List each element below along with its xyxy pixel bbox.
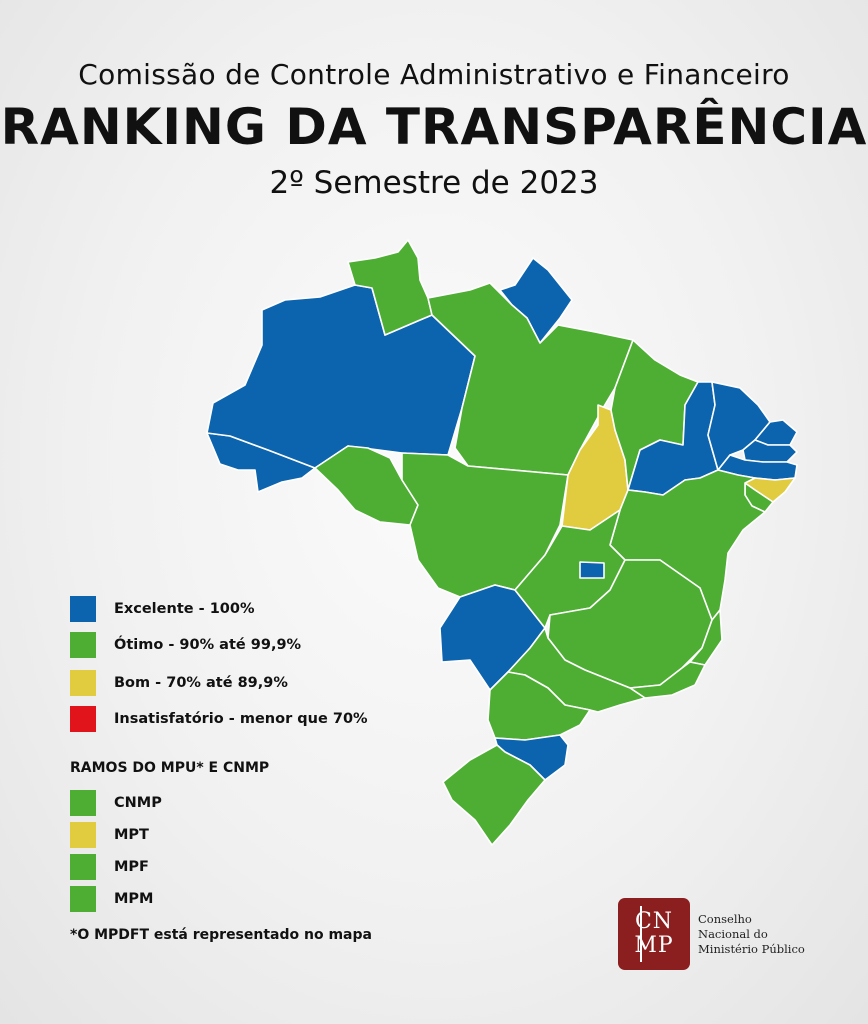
branch-swatch-cnmp bbox=[70, 790, 96, 816]
legend-swatch-bom bbox=[70, 670, 96, 696]
cnmp-logo-mark: CN MP bbox=[618, 898, 690, 970]
branch-label-mpm: MPM bbox=[114, 891, 154, 907]
logo-bar bbox=[640, 906, 642, 962]
branch-label-mpf: MPF bbox=[114, 859, 149, 875]
legend-label-insatisfatorio: Insatisfatório - menor que 70% bbox=[114, 711, 368, 727]
branch-swatch-mpm bbox=[70, 886, 96, 912]
legend-label-otimo: Ótimo - 90% até 99,9% bbox=[114, 637, 302, 653]
branch-swatch-mpt bbox=[70, 822, 96, 848]
state-RS bbox=[442, 744, 546, 846]
branch-item-cnmp: CNMP bbox=[70, 790, 162, 816]
logo-name-line1: Conselho bbox=[698, 911, 752, 926]
legend-swatch-otimo bbox=[70, 632, 96, 658]
legend-swatch-excelente bbox=[70, 596, 96, 622]
header-period: 2º Semestre de 2023 bbox=[269, 165, 599, 201]
legend-item-insatisfatorio: Insatisfatório - menor que 70% bbox=[70, 706, 368, 732]
branch-item-mpm: MPM bbox=[70, 886, 154, 912]
branch-swatch-mpf bbox=[70, 854, 96, 880]
legend-item-otimo: Ótimo - 90% até 99,9% bbox=[70, 632, 301, 658]
cnmp-logo: CN MP Conselho Nacional do Ministério Pú… bbox=[618, 898, 805, 970]
legend-item-bom: Bom - 70% até 89,9% bbox=[70, 670, 288, 696]
state-DF bbox=[579, 561, 605, 579]
legend-swatch-insatisfatorio bbox=[70, 706, 96, 732]
logo-name-line3: Ministério Público bbox=[698, 941, 805, 956]
page-title: RANKING DA TRANSPARÊNCIA bbox=[0, 98, 868, 156]
branch-item-mpf: MPF bbox=[70, 854, 149, 880]
branches-title: RAMOS DO MPU* E CNMP bbox=[70, 760, 270, 776]
cnmp-logo-name: Conselho Nacional do Ministério Público bbox=[698, 912, 805, 957]
state-PR bbox=[487, 671, 591, 741]
legend-label-bom: Bom - 70% até 89,9% bbox=[114, 675, 288, 691]
footnote: *O MPDFT está representado no mapa bbox=[70, 927, 372, 943]
branch-label-cnmp: CNMP bbox=[114, 795, 162, 811]
header-subtitle: Comissão de Controle Administrativo e Fi… bbox=[78, 58, 790, 91]
branch-label-mpt: MPT bbox=[114, 827, 149, 843]
logo-name-line2: Nacional do bbox=[698, 926, 768, 941]
branch-item-mpt: MPT bbox=[70, 822, 149, 848]
legend-label-excelente: Excelente - 100% bbox=[114, 601, 255, 617]
state-RJ bbox=[629, 661, 706, 699]
legend-item-excelente: Excelente - 100% bbox=[70, 596, 255, 622]
